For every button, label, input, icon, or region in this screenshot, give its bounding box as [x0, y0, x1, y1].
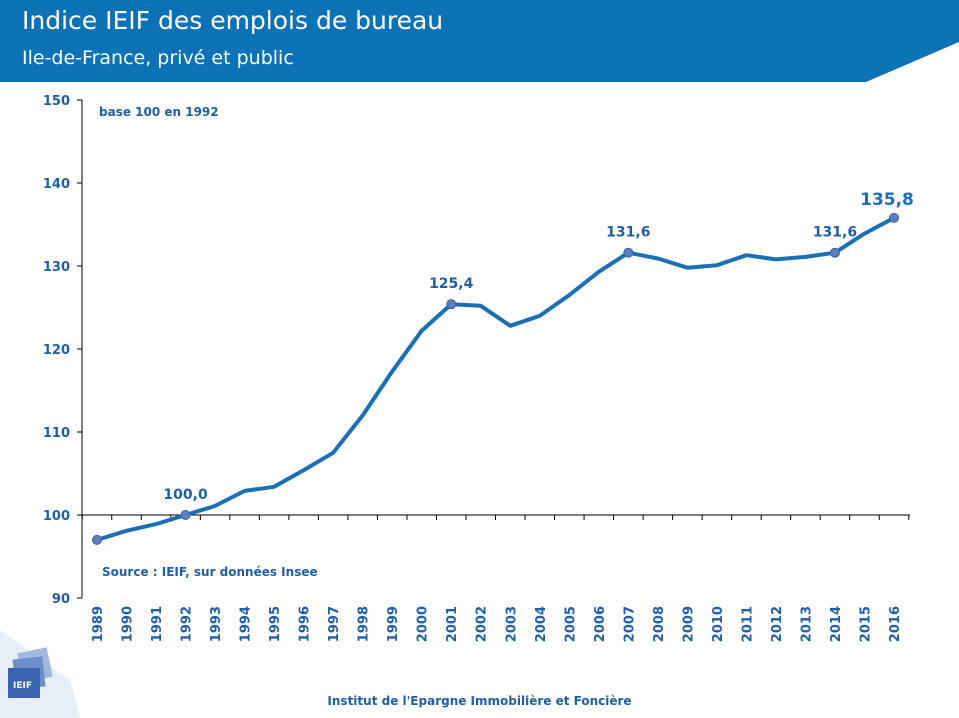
x-tick-label: 2000 — [416, 606, 431, 642]
y-tick-label: 150 — [43, 94, 70, 109]
x-tick-label: 2012 — [770, 606, 785, 642]
page-title: Indice IEIF des emplois de bureau — [22, 6, 444, 35]
x-tick-label: 2005 — [563, 606, 578, 642]
x-tick-label: 1999 — [386, 606, 401, 642]
x-tick-label: 1996 — [298, 606, 313, 642]
data-point-marker — [180, 510, 191, 520]
series-layer — [95, 215, 896, 542]
x-tick-label: 1995 — [268, 606, 283, 642]
x-axis: 1989 1990 1991 1992 1993 1994 1995 1996 1997 1998… — [81, 514, 910, 642]
ieif-logo: IEIF — [0, 630, 80, 718]
x-tick-label: 1992 — [180, 606, 195, 642]
footer-institution: Institut de l'Epargne Immobilière et Fon… — [327, 694, 632, 708]
x-tick-label: 1989 — [91, 606, 106, 642]
data-point-marker — [829, 247, 840, 258]
y-tick-label: 130 — [43, 260, 70, 275]
x-tick-label: 1994 — [239, 606, 254, 642]
x-tick-label: 2002 — [475, 606, 490, 642]
x-tick-label: 1998 — [357, 606, 372, 642]
x-tick-label: 2008 — [652, 606, 667, 642]
series-line — [95, 215, 896, 542]
logo-square-front — [8, 668, 40, 698]
page-subtitle: Ile-de-France, privé et public — [22, 47, 294, 69]
x-tick-label: 1990 — [121, 606, 136, 642]
data-point-marker — [92, 534, 102, 545]
x-tick-label: 2010 — [711, 606, 726, 642]
x-tick-label: 2009 — [681, 606, 696, 642]
y-tick-label: 110 — [43, 426, 70, 441]
data-point-marker — [446, 299, 457, 310]
x-tick-label: 2006 — [593, 606, 608, 642]
note-source: Source : IEIF, sur données Insee — [102, 565, 318, 579]
x-tick-label: 2013 — [799, 606, 814, 642]
x-tick-label: 2007 — [622, 606, 637, 642]
y-axis: 90 100 110 120 130 140 150 — [43, 94, 83, 607]
x-tick-label: 1991 — [150, 606, 165, 642]
x-tick-label: 2014 — [829, 606, 844, 642]
data-point-marker — [889, 212, 899, 223]
x-tick-label: 2011 — [740, 606, 755, 642]
x-tick-label: 1993 — [209, 606, 224, 642]
y-tick-label: 120 — [43, 343, 70, 358]
y-tick-label: 90 — [52, 592, 70, 607]
x-tick-label: 2016 — [888, 606, 903, 642]
x-tick-label: 2001 — [445, 606, 460, 642]
x-tick-label: 2015 — [858, 606, 873, 642]
data-label: 100,0 — [163, 487, 208, 503]
note-base: base 100 en 1992 — [99, 105, 219, 119]
x-tick-label: 2004 — [534, 606, 549, 642]
y-tick-label: 100 — [43, 509, 70, 524]
data-label: 125,4 — [429, 276, 474, 292]
points-layer — [92, 212, 899, 545]
data-label: 135,8 — [860, 190, 914, 210]
x-tick-label: 1997 — [327, 606, 342, 642]
data-point-marker — [623, 247, 634, 258]
y-tick-label: 140 — [43, 177, 70, 192]
header-banner — [0, 0, 959, 82]
data-label: 131,6 — [813, 225, 857, 241]
header-background — [0, 0, 959, 82]
data-label: 131,6 — [606, 225, 650, 241]
x-tick-label: 2003 — [504, 606, 519, 642]
logo-text: IEIF — [13, 681, 32, 691]
line-chart: 90 100 110 120 130 140 150 1989 1990 1991 1992 199… — [43, 94, 914, 642]
